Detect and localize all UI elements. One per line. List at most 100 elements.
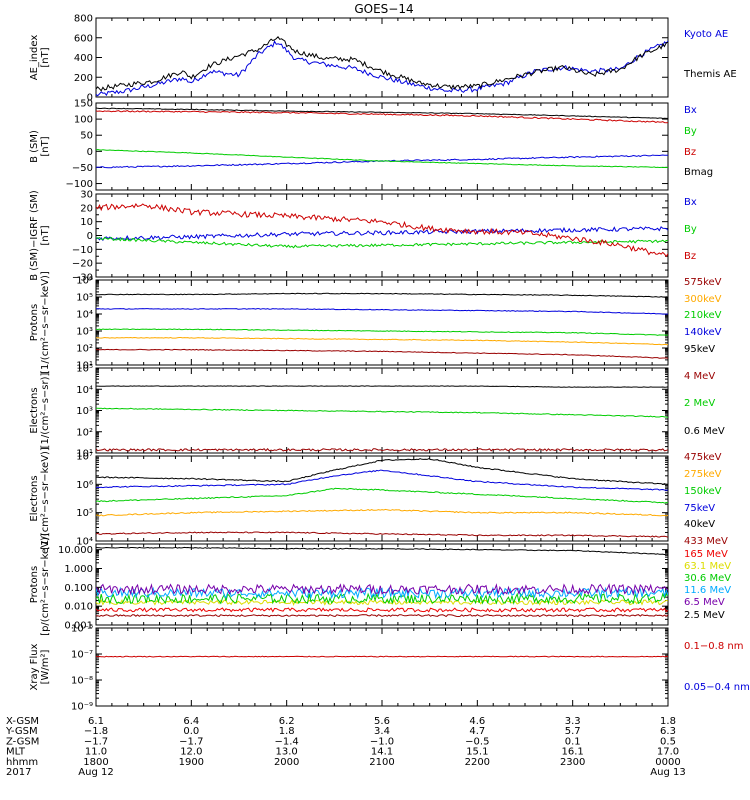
- y-tick-label: 0: [87, 147, 93, 158]
- ephemeris-value: 2000: [274, 757, 299, 768]
- series-line-11-6-mev: [96, 586, 668, 600]
- panel-3: −30 −20 −10 0 10 20 30 B (SM)−IGRF (SM)[nT] Bx By…: [29, 190, 697, 284]
- ephemeris-value: 4.6: [469, 716, 485, 727]
- y-tick-label: 0: [87, 231, 93, 242]
- y-tick-label: −50: [72, 163, 93, 174]
- series-line-30-6-mev: [96, 592, 668, 605]
- series-line-6-5-mev: [96, 583, 668, 596]
- y-tick-label: 10⁶: [76, 276, 93, 287]
- panel-frame: [95, 17, 669, 98]
- panel-6: 10⁴ 10⁵ 10⁶ 10⁷ Electrons[1/(cm²−s−sr−keV)] 4…: [29, 447, 722, 550]
- ephemeris-value: 1.8: [279, 726, 295, 737]
- y-axis-label-line: [p/(cm²−s−sr−keV)]: [40, 533, 51, 636]
- legend-entry: 475keV: [684, 452, 722, 463]
- y-axis-label: Protons[1/(cm²−s−sr−keV)]: [29, 271, 51, 374]
- ephemeris-value: 1800: [83, 757, 108, 768]
- panel-1: 0 200 400 600 800 AE_index[nT] Kyoto AE Themis …: [29, 14, 737, 104]
- legend-entry: Bx: [684, 105, 697, 116]
- ephemeris-value: 15.1: [466, 747, 488, 758]
- y-tick-label: 10⁶: [76, 480, 93, 491]
- y-axis-label-line: AE_index: [29, 35, 40, 81]
- y-tick-label: 10⁻⁶: [71, 624, 93, 635]
- y-axis-label-line: B (SM)−IGRF (SM): [29, 190, 40, 281]
- y-tick-label: 10⁻⁸: [71, 676, 93, 687]
- legend-entry: Bx: [684, 197, 697, 208]
- y-tick-label: 10¹: [76, 361, 93, 372]
- y-tick-label: 30: [80, 190, 93, 201]
- y-tick-label: 10⁵: [76, 364, 93, 375]
- y-tick-label: 10⁻⁷: [71, 650, 93, 661]
- y-tick-label: 200: [74, 73, 93, 84]
- series-line-by: [96, 236, 668, 249]
- ephemeris-value: 2300: [560, 757, 585, 768]
- y-tick-label: 100: [74, 115, 93, 126]
- series-line-kyoto-ae: [96, 40, 668, 97]
- y-axis-label-line: Protons: [29, 566, 40, 603]
- y-tick-label: 0.001: [64, 621, 93, 632]
- series-line-165-mev: [96, 607, 668, 613]
- ephemeris-value: 3.4: [374, 726, 390, 737]
- ephemeris-value: 11.0: [85, 747, 107, 758]
- series-line-2-5-mev: [96, 546, 668, 556]
- y-tick-label: 150: [74, 99, 93, 110]
- legend-entry: Bz: [684, 147, 696, 158]
- ephemeris-value: 17.0: [657, 747, 679, 758]
- legend-entry: By: [684, 224, 697, 235]
- legend-entry: Bz: [684, 251, 696, 262]
- ephemeris-value: −1.7: [179, 736, 203, 747]
- ephemeris-value: −0.5: [465, 736, 489, 747]
- series-line-themis-ae: [96, 36, 668, 92]
- ephemeris-value: −1.7: [84, 736, 108, 747]
- ephemeris-value: 6.3: [660, 726, 676, 737]
- ephemeris-value: 4.7: [469, 726, 485, 737]
- y-tick-label: 0.010: [64, 602, 93, 613]
- x-axis-ephemeris: X-GSM 6.1 6.4 6.2 5.6 4.6 3.3 1.8 Y-GSM −1.8 0.0 1.…: [5, 716, 686, 778]
- y-tick-label: −10: [72, 245, 93, 256]
- ephemeris-value: 12.0: [180, 747, 202, 758]
- ephemeris-row-label: Y-GSM: [5, 726, 38, 737]
- series-line-433-mev: [96, 614, 668, 618]
- y-axis-label: Electrons[1/(cm²−s−sr)]: [29, 372, 51, 448]
- ephemeris-value: Aug 12: [78, 767, 113, 778]
- series-line-95kev: [96, 292, 668, 298]
- y-tick-label: 10⁴: [76, 385, 93, 396]
- ephemeris-value: −1.0: [370, 736, 394, 747]
- y-tick-label: 0.100: [64, 583, 93, 594]
- legend-entry: 300keV: [684, 294, 722, 305]
- y-axis-label-line: [nT]: [40, 136, 51, 156]
- y-tick-label: 10⁵: [76, 508, 93, 519]
- y-tick-label: 50: [80, 131, 93, 142]
- legend-entry: 4 MeV: [684, 371, 715, 382]
- y-axis-label-line: [1/(cm²−s−sr−keV)]: [40, 447, 51, 550]
- y-axis-label: Electrons[1/(cm²−s−sr−keV)]: [29, 447, 51, 550]
- series-line-0-1-0-8-nm: [96, 655, 668, 658]
- legend-entry: 30.6 MeV: [684, 573, 731, 584]
- legend-entry: 11.6 MeV: [684, 585, 731, 596]
- y-axis-label-line: Electrons: [29, 387, 40, 433]
- series-line-bz: [96, 203, 668, 258]
- ephemeris-value: 6.1: [88, 716, 104, 727]
- panel-5: 10¹ 10² 10³ 10⁴ 10⁵ Electrons[1/(cm²−s−sr)] 4 …: [29, 364, 725, 460]
- y-tick-label: 600: [74, 33, 93, 44]
- legend-entry: 575keV: [684, 277, 722, 288]
- ephemeris-value: 5.6: [374, 716, 390, 727]
- y-tick-label: 10²: [76, 427, 93, 438]
- series-line-bx: [96, 226, 668, 242]
- legend-entry: 433 MeV: [684, 536, 728, 547]
- legend-entry: 2.5 MeV: [684, 610, 725, 621]
- y-tick-label: 10³: [76, 406, 93, 417]
- y-tick-label: −30: [72, 273, 93, 284]
- panel-8: 10⁻⁹ 10⁻⁸ 10⁻⁷ 10⁻⁶ Xray Flux[W/m²] 0.1−0.8 n…: [29, 624, 750, 713]
- y-axis-label-line: [nT]: [40, 47, 51, 67]
- series-line-0-6-mev: [96, 385, 668, 388]
- y-axis-label-line: [1/(cm²−s−sr)]: [40, 372, 51, 448]
- y-tick-label: 0: [87, 93, 93, 104]
- y-tick-label: −100: [66, 179, 93, 190]
- legend-entry: 95keV: [684, 344, 715, 355]
- y-axis-label-line: [nT]: [40, 225, 51, 245]
- y-tick-label: −20: [72, 259, 93, 270]
- panel-7: 0.001 0.010 0.100 1.000 10.000 Protons[p/(cm²…: [29, 533, 731, 636]
- series-line-4-mev: [96, 448, 668, 452]
- ephemeris-value: Aug 13: [650, 767, 685, 778]
